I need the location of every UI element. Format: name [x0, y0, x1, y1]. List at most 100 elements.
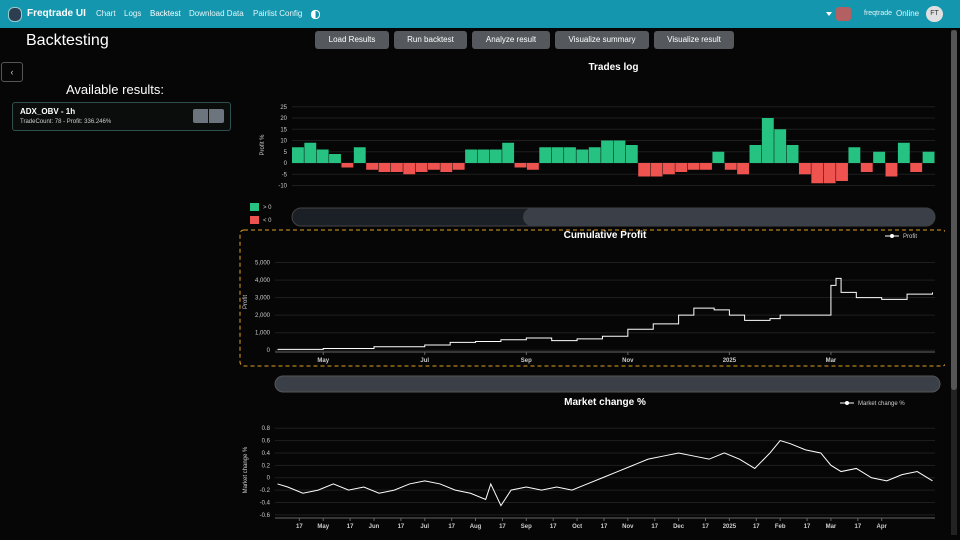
- button[interactable]: Visualize summary: [555, 31, 649, 49]
- bar: [848, 147, 861, 163]
- y-tick-label: 0.2: [262, 463, 271, 469]
- dropdown-caret[interactable]: [826, 12, 832, 16]
- result-name: ADX_OBV - 1h: [20, 107, 76, 116]
- bar: [786, 145, 799, 163]
- bar: [798, 163, 811, 175]
- selection-frame: [239, 229, 945, 367]
- x-tick-label: Feb: [775, 524, 786, 530]
- line: [277, 440, 933, 507]
- y-tick-label: -0.4: [260, 501, 271, 507]
- bar: [576, 149, 589, 163]
- nav-link[interactable]: Chart: [96, 9, 116, 18]
- avatar[interactable]: FT: [926, 6, 943, 22]
- bar: [625, 145, 638, 163]
- y-tick-label: 5: [284, 150, 288, 156]
- y-tick-label: -0.2: [260, 488, 271, 494]
- legend-label: < 0: [263, 218, 272, 224]
- bar: [440, 163, 453, 172]
- y-tick-label: 4,000: [255, 278, 271, 284]
- line: [277, 277, 933, 350]
- result-details: TradeCount: 78 - Profit: 336.246%: [20, 119, 112, 125]
- bar: [601, 140, 613, 163]
- x-tick-label: 17: [753, 524, 760, 530]
- x-tick-label: Sep: [521, 524, 532, 530]
- bar: [477, 149, 490, 163]
- y-axis-label: Market change %: [243, 446, 249, 493]
- bar: [341, 163, 354, 168]
- bar: [860, 163, 873, 172]
- range-slider[interactable]: [274, 375, 941, 393]
- y-tick-label: 5,000: [255, 261, 271, 267]
- refresh-button[interactable]: [836, 7, 851, 21]
- x-tick-label: Sep: [521, 358, 532, 364]
- bar: [489, 149, 502, 163]
- delete-button[interactable]: [209, 109, 224, 123]
- y-tick-label: -0.6: [260, 513, 271, 519]
- x-tick-label: 17: [601, 524, 608, 530]
- x-tick-label: 17: [854, 524, 861, 530]
- collapse-button[interactable]: ‹: [1, 62, 23, 82]
- legend-dot: [845, 401, 849, 405]
- bar: [836, 163, 848, 181]
- scrollbar[interactable]: [951, 30, 957, 535]
- bar: [292, 147, 304, 163]
- theme-toggle[interactable]: [311, 10, 320, 19]
- x-tick-label: Jun: [369, 524, 380, 530]
- y-tick-label: 0.4: [262, 451, 271, 457]
- bar: [774, 129, 787, 163]
- y-tick-label: 0.8: [262, 426, 271, 432]
- bar: [304, 142, 317, 163]
- brand[interactable]: Freqtrade UI: [27, 8, 86, 19]
- bar: [613, 140, 626, 163]
- x-tick-label: 17: [804, 524, 811, 530]
- sidebar-heading: Available results:: [66, 82, 165, 97]
- bar: [353, 147, 366, 163]
- y-tick-label: 0: [267, 476, 271, 482]
- y-tick-label: 1,000: [255, 331, 271, 337]
- bar: [885, 163, 898, 177]
- x-tick-label: 17: [347, 524, 354, 530]
- y-axis-label: Profit: [243, 295, 249, 309]
- y-tick-label: -5: [282, 172, 288, 178]
- y-tick-label: 0: [284, 161, 288, 167]
- button[interactable]: Run backtest: [394, 31, 467, 49]
- bar: [514, 163, 527, 168]
- bar: [415, 163, 428, 172]
- bar: [737, 163, 750, 175]
- nav-link[interactable]: Logs: [124, 9, 142, 18]
- legend-swatch: [250, 216, 259, 224]
- x-tick-label: 17: [702, 524, 709, 530]
- edit-button[interactable]: [193, 109, 208, 123]
- result-card[interactable]: ADX_OBV - 1h TradeCount: 78 - Profit: 33…: [12, 102, 231, 131]
- x-tick-label: 17: [296, 524, 303, 530]
- x-tick-label: 17: [448, 524, 455, 530]
- bar: [588, 147, 601, 163]
- bar: [650, 163, 663, 177]
- button[interactable]: Visualize result: [654, 31, 734, 49]
- x-tick-label: Mar: [826, 358, 837, 364]
- bar: [390, 163, 403, 172]
- x-tick-label: 17: [398, 524, 405, 530]
- y-tick-label: 15: [280, 127, 287, 133]
- button[interactable]: Analyze result: [472, 31, 550, 49]
- nav-link[interactable]: Pairlist Config: [253, 9, 303, 18]
- nav-link[interactable]: Backtest: [150, 9, 181, 18]
- legend-label: > 0: [263, 205, 272, 211]
- bar: [922, 151, 935, 163]
- nav-link[interactable]: Download Data: [189, 9, 244, 18]
- bar: [564, 147, 576, 163]
- bar: [662, 163, 675, 175]
- x-tick-label: May: [317, 524, 329, 530]
- range-selection[interactable]: [523, 208, 935, 226]
- bar: [897, 142, 910, 163]
- bar: [551, 147, 564, 163]
- bar: [403, 163, 416, 175]
- button[interactable]: Load Results: [315, 31, 389, 49]
- bar: [761, 118, 774, 163]
- x-tick-label: Jul: [420, 358, 429, 364]
- chart-title: Market change %: [564, 397, 646, 408]
- chart-title: Cumulative Profit: [564, 230, 647, 241]
- user-name: freqtrade: [864, 10, 893, 17]
